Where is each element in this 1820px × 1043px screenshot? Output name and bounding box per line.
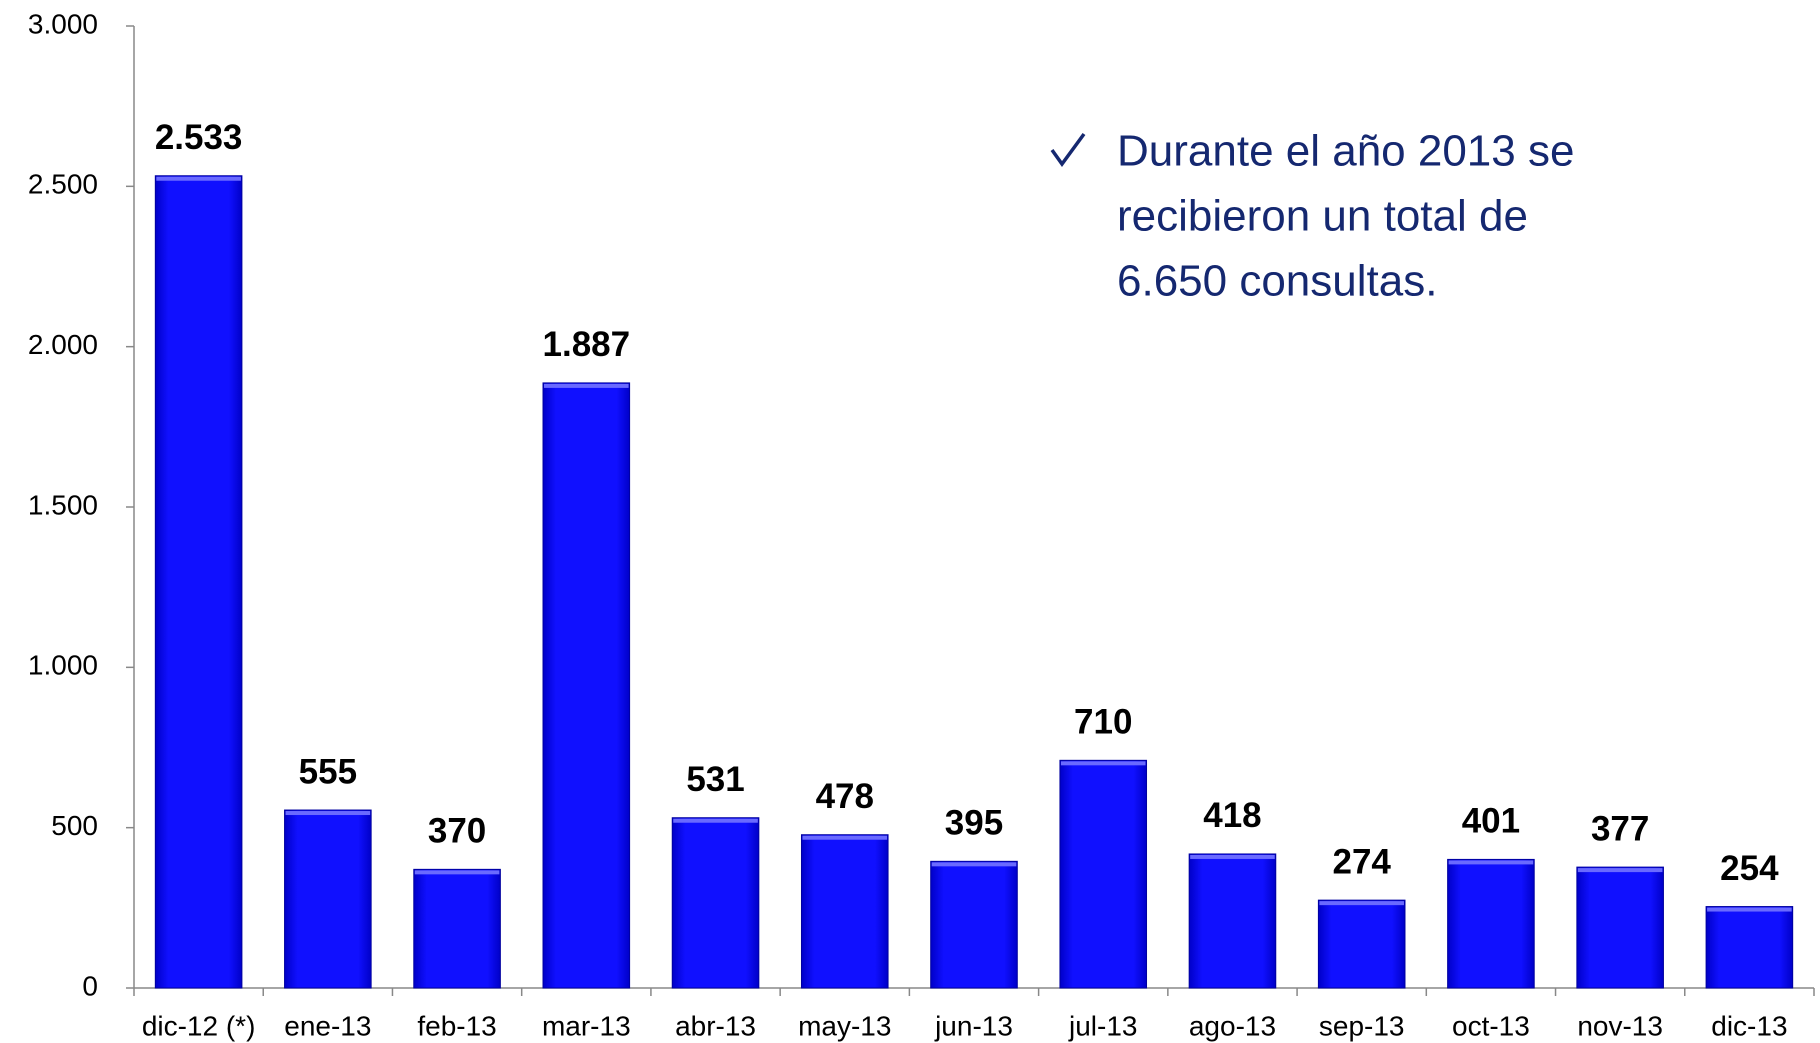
value-label: 710 <box>1074 703 1132 742</box>
bar-bevel <box>1448 860 1534 865</box>
value-label: 254 <box>1720 849 1779 888</box>
annotation-line: recibieron un total de <box>1117 192 1528 241</box>
bar-bevel <box>156 176 241 181</box>
x-tick-label: jun-13 <box>934 1010 1013 1041</box>
bar <box>1317 899 1406 989</box>
value-label: 274 <box>1332 842 1391 881</box>
y-tick-label: 1.500 <box>28 489 98 520</box>
y-tick-label: 2.000 <box>28 329 98 360</box>
y-tick-label: 0 <box>82 970 98 1001</box>
value-label: 377 <box>1591 809 1649 848</box>
bar-bevel <box>285 811 371 816</box>
bar <box>930 860 1018 989</box>
bar <box>542 382 631 989</box>
bar-bevel <box>931 862 1017 867</box>
bar-bevel <box>544 383 629 388</box>
y-tick-label: 3.000 <box>28 8 98 39</box>
bar <box>671 817 760 989</box>
x-tick-label: ene-13 <box>284 1010 371 1041</box>
annotation-line: 6.650 consultas. <box>1117 257 1437 306</box>
value-label: 395 <box>945 804 1003 843</box>
bar-bevel <box>414 870 500 875</box>
bar <box>1059 759 1148 989</box>
annotation-line: Durante el año 2013 se <box>1117 127 1574 176</box>
bar <box>1447 858 1535 989</box>
x-tick-label: jul-13 <box>1068 1010 1137 1041</box>
bar-bevel <box>1707 907 1792 912</box>
y-tick-label: 2.500 <box>28 169 98 200</box>
x-tick-label: dic-12 (*) <box>142 1010 256 1041</box>
bar <box>284 809 372 989</box>
check-icon <box>1050 132 1086 167</box>
bar-bevel <box>1319 901 1404 906</box>
bar-bevel <box>1577 868 1663 873</box>
y-tick-label: 500 <box>51 810 98 841</box>
bar-bevel <box>1190 854 1275 859</box>
value-label: 478 <box>816 777 874 816</box>
value-label: 531 <box>686 760 744 799</box>
bar-bevel <box>673 818 758 823</box>
x-tick-label: feb-13 <box>417 1010 496 1041</box>
x-tick-label: sep-13 <box>1319 1010 1405 1041</box>
y-tick-label: 1.000 <box>28 650 98 681</box>
bar <box>800 834 889 989</box>
x-tick-label: mar-13 <box>542 1010 631 1041</box>
x-tick-label: oct-13 <box>1452 1010 1530 1041</box>
value-label: 1.887 <box>543 325 631 364</box>
bar <box>1705 906 1794 989</box>
bar-bevel <box>1060 761 1146 766</box>
bar <box>1188 853 1277 989</box>
x-tick-label: abr-13 <box>675 1010 756 1041</box>
value-label: 555 <box>299 752 357 791</box>
x-tick-label: dic-13 <box>1711 1010 1787 1041</box>
bar-bevel <box>802 835 888 840</box>
x-tick-label: ago-13 <box>1189 1010 1276 1041</box>
bar <box>154 175 243 989</box>
x-tick-label: may-13 <box>798 1010 891 1041</box>
value-label: 370 <box>428 812 486 851</box>
bar <box>1576 866 1664 989</box>
value-label: 401 <box>1462 802 1520 841</box>
value-label: 418 <box>1203 796 1261 835</box>
bar <box>413 868 501 989</box>
x-tick-label: nov-13 <box>1577 1010 1663 1041</box>
value-label: 2.533 <box>155 118 243 157</box>
